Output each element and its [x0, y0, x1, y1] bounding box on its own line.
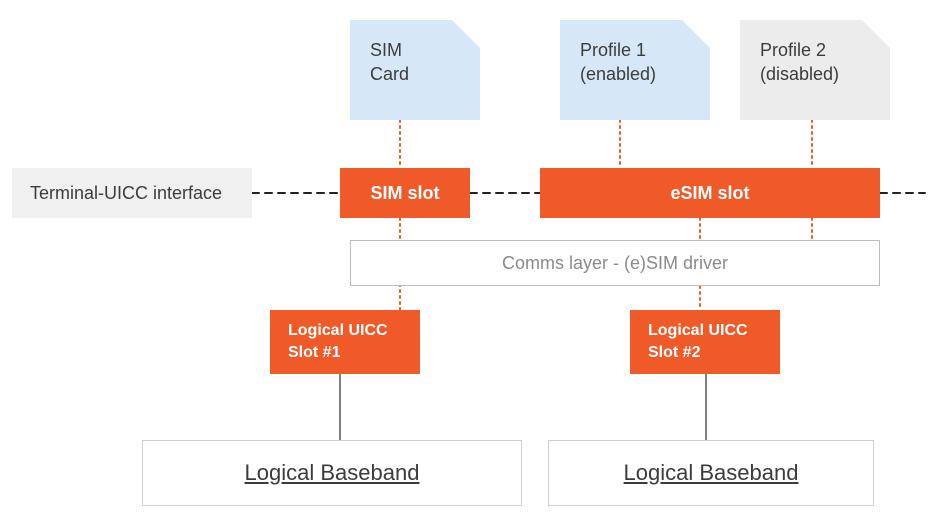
logical-uicc-slot-2-node: Logical UICCSlot #2: [630, 310, 780, 374]
esim-slot-label: eSIM slot: [670, 181, 749, 205]
logical-baseband-1-node: Logical Baseband: [142, 440, 522, 506]
sim-slot-label: SIM slot: [370, 181, 439, 205]
sim-card-node: SIMCard: [350, 20, 480, 120]
terminal-uicc-label: Terminal-UICC interface: [30, 181, 222, 205]
logical-uicc-slot-1-node: Logical UICCSlot #1: [270, 310, 420, 374]
sim-slot-node: SIM slot: [340, 168, 470, 218]
profile1-label: Profile 1(enabled): [580, 38, 656, 87]
comms-layer-label: Comms layer - (e)SIM driver: [502, 251, 728, 275]
comms-layer-node: Comms layer - (e)SIM driver: [350, 240, 880, 286]
logical-slot-1-label: Logical UICCSlot #1: [288, 320, 388, 363]
esim-slot-node: eSIM slot: [540, 168, 880, 218]
baseband-2-label: Logical Baseband: [624, 458, 799, 488]
logical-baseband-2-node: Logical Baseband: [548, 440, 874, 506]
profile2-node: Profile 2(disabled): [740, 20, 890, 120]
profile2-label: Profile 2(disabled): [760, 38, 839, 87]
profile1-node: Profile 1(enabled): [560, 20, 710, 120]
sim-card-label: SIMCard: [370, 38, 409, 87]
terminal-uicc-interface-node: Terminal-UICC interface: [12, 168, 252, 218]
logical-slot-2-label: Logical UICCSlot #2: [648, 320, 748, 363]
baseband-1-label: Logical Baseband: [245, 458, 420, 488]
